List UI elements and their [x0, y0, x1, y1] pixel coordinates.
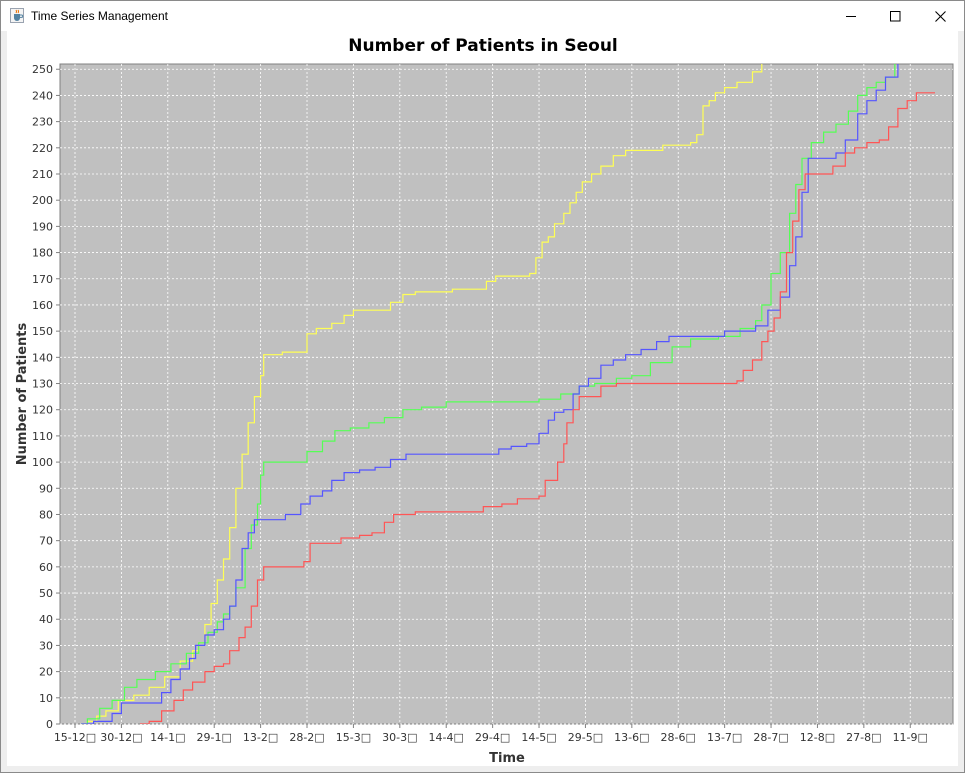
y-tick-label: 120 — [32, 404, 53, 417]
x-tick-label: 29-5□ — [568, 731, 603, 744]
x-tick-label: 14-1□ — [150, 731, 185, 744]
y-tick-label: 200 — [32, 194, 53, 207]
x-tick-label: 13-2□ — [243, 731, 278, 744]
x-tick-label: 28-7□ — [753, 731, 788, 744]
x-tick-label: 15-12□ — [54, 731, 96, 744]
x-tick-label: 30-12□ — [100, 731, 142, 744]
y-tick-label: 210 — [32, 168, 53, 181]
maximize-button[interactable] — [873, 1, 918, 31]
x-tick-label: 28-2□ — [289, 731, 324, 744]
plot-area — [59, 63, 954, 725]
x-tick-label: 27-8□ — [846, 731, 881, 744]
y-tick-label: 10 — [39, 692, 53, 705]
x-tick-label: 30-3□ — [382, 731, 417, 744]
y-tick-label: 180 — [32, 247, 53, 260]
java-cup-icon — [10, 8, 24, 23]
y-tick-label: 130 — [32, 378, 53, 391]
y-tick-label: 20 — [39, 666, 53, 679]
x-axis-label: Time — [489, 751, 525, 766]
y-tick-label: 230 — [32, 116, 53, 129]
window-title: Time Series Management — [31, 9, 168, 23]
x-axis: 15-12□ 30-12□ 14-1□ 29-1□ 13-2□ 28-2□ 15-3□ 30-… — [54, 724, 928, 744]
y-tick-label: 110 — [32, 430, 53, 443]
y-tick-label: 90 — [39, 482, 53, 495]
y-tick-label: 190 — [32, 220, 53, 233]
y-tick-label: 220 — [32, 142, 53, 155]
y-tick-label: 140 — [32, 351, 53, 364]
series-line-3 — [81, 64, 899, 724]
y-axis-label: Number of Patients — [15, 322, 30, 465]
y-tick-label: 250 — [32, 63, 53, 76]
y-tick-label: 70 — [39, 535, 53, 548]
chart-panel: Number of Patients in Seoul 0 10 20 30 40 50 6… — [7, 31, 958, 766]
y-tick-label: 50 — [39, 587, 53, 600]
y-axis: 0 10 20 30 40 50 60 70 80 90 100 110 120 130 140 150 160… — [32, 63, 60, 731]
x-tick-label: 14-5□ — [521, 731, 556, 744]
series-line-2 — [81, 64, 896, 724]
close-icon — [935, 11, 946, 22]
y-tick-label: 30 — [39, 639, 53, 652]
x-tick-label: 29-1□ — [197, 731, 232, 744]
y-tick-label: 60 — [39, 561, 53, 574]
x-tick-label: 12-8□ — [800, 731, 835, 744]
y-tick-label: 170 — [32, 273, 53, 286]
x-tick-label: 13-6□ — [614, 731, 649, 744]
x-tick-label: 14-4□ — [429, 731, 464, 744]
series-line-4 — [140, 92, 935, 724]
x-tick-label: 13-7□ — [707, 731, 742, 744]
chart-title: Number of Patients in Seoul — [348, 36, 618, 56]
close-button[interactable] — [918, 1, 963, 31]
y-tick-label: 240 — [32, 89, 53, 102]
minimize-icon — [846, 16, 856, 17]
maximize-icon — [890, 11, 901, 22]
x-tick-label: 28-6□ — [661, 731, 696, 744]
y-tick-label: 100 — [32, 456, 53, 469]
x-tick-label: 15-3□ — [336, 731, 371, 744]
minimize-button[interactable] — [829, 1, 874, 31]
y-tick-label: 0 — [46, 718, 53, 731]
series-lines — [81, 64, 935, 724]
y-tick-label: 150 — [32, 325, 53, 338]
y-tick-label: 80 — [39, 508, 53, 521]
title-bar: Time Series Management — [1, 1, 964, 31]
y-tick-label: 40 — [39, 613, 53, 626]
x-tick-label: 11-9□ — [893, 731, 928, 744]
x-tick-label: 29-4□ — [475, 731, 510, 744]
line-chart: Number of Patients in Seoul 0 10 20 30 40 50 6… — [15, 36, 954, 766]
y-tick-label: 160 — [32, 299, 53, 312]
